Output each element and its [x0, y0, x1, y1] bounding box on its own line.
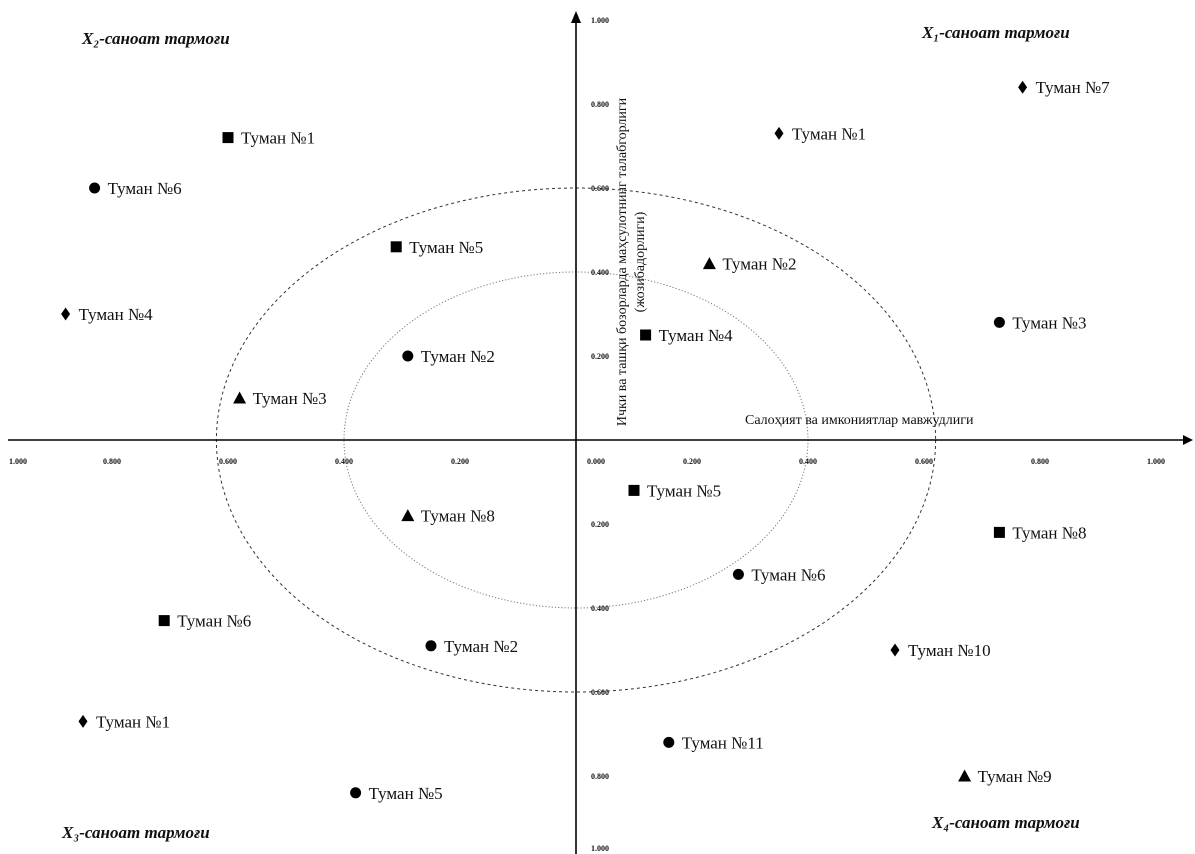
x-tick-label: 0.800 [103, 457, 121, 466]
data-point-label: Туман №4 [659, 326, 734, 345]
data-point-label: Туман №10 [908, 641, 991, 660]
ticks-layer: 1.000 0.800 0.600 0.400 0.200 0.000 0.200 0.400… [9, 16, 1165, 853]
data-point-diamond [78, 714, 88, 728]
data-point-circle [732, 568, 744, 580]
axes-layer [8, 11, 1193, 854]
data-point-label: Туман №8 [1012, 523, 1086, 542]
x-tick-label: 1.000 [9, 457, 27, 466]
data-point-circle [402, 350, 414, 362]
data-point-circle [663, 736, 675, 748]
data-point-label: Туман №6 [751, 565, 825, 584]
data-point-label: Туман №2 [444, 637, 518, 656]
data-point-label: Туман №9 [978, 767, 1052, 786]
data-point-square [993, 526, 1005, 538]
data-point-triangle [702, 257, 716, 270]
data-point-label: Туман №2 [722, 255, 796, 274]
data-point-label: Туман №8 [421, 507, 495, 526]
data-point-label: Туман №6 [177, 612, 251, 631]
data-point-square [222, 132, 234, 144]
quadrant-label-q4: X₄-саноат тармоғи [931, 813, 1080, 832]
data-point-label: Туман №5 [647, 481, 721, 500]
x-axis-arrow [1183, 435, 1193, 445]
quadrant-label-q3: X₃-саноат тармоғи [61, 823, 210, 842]
y-axis-arrow [571, 11, 581, 23]
data-point-square [390, 241, 402, 253]
data-point-label: Туман №4 [79, 305, 154, 324]
data-point-label: Туман №5 [409, 238, 483, 257]
y-tick-label: 1.000 [591, 844, 609, 853]
quadrant-label-q2: X₂-саноат тармоғи [81, 29, 230, 48]
quadrant-label-q1: X₁-саноат тармоғи [921, 23, 1070, 42]
data-point-label: Туман №1 [792, 124, 866, 143]
x-tick-label: 0.400 [335, 457, 353, 466]
data-point-square [640, 329, 652, 341]
x-axis-label: Салоҳият ва имкониятлар мавжудлиги [745, 413, 974, 428]
data-point-triangle [401, 509, 415, 522]
data-point-label: Туман №11 [682, 733, 764, 752]
y-tick-label: 0.200 [591, 520, 609, 529]
y-tick-label: 0.600 [591, 688, 609, 697]
y-tick-label: 0.200 [591, 352, 609, 361]
data-point-circle [993, 316, 1005, 328]
data-point-diamond [1018, 80, 1028, 94]
y-axis-label: Ички ва ташқи бозорларда маҳсулотнинг та… [615, 97, 648, 426]
data-point-circle [350, 787, 362, 799]
data-point-label: Туман №1 [241, 129, 315, 148]
x-tick-label: 0.800 [1031, 457, 1049, 466]
data-point-diamond [61, 307, 71, 321]
y-tick-label: 0.800 [591, 772, 609, 781]
data-point-label: Туман №2 [421, 347, 495, 366]
data-point-label: Туман №7 [1036, 78, 1111, 97]
x-tick-label: 1.000 [1147, 457, 1165, 466]
x-tick-label: 0.200 [683, 457, 701, 466]
data-point-triangle [958, 769, 972, 782]
data-point-square [158, 615, 170, 627]
x-tick-label: 0.400 [799, 457, 817, 466]
y-tick-label: 0.600 [591, 184, 609, 193]
x-tick-label: 0.600 [219, 457, 237, 466]
data-point-square [628, 484, 640, 496]
data-point-label: Туман №3 [1012, 313, 1086, 332]
data-point-label: Туман №6 [108, 179, 182, 198]
y-tick-label: 1.000 [591, 16, 609, 25]
y-tick-label: 0.800 [591, 100, 609, 109]
data-point-diamond [774, 126, 784, 140]
data-point-triangle [233, 391, 247, 404]
points-layer: Туман №1 Туман №7 Туман №2 Туман №4 Туман №3… [61, 78, 1110, 803]
y-tick-label: 0.400 [591, 604, 609, 613]
data-point-label: Туман №1 [96, 712, 170, 731]
data-point-circle [89, 182, 101, 194]
x-tick-label: 0.600 [915, 457, 933, 466]
x-tick-label: 0.000 [587, 457, 605, 466]
data-point-label: Туман №3 [253, 389, 327, 408]
y-tick-label: 0.400 [591, 268, 609, 277]
x-tick-label: 0.200 [451, 457, 469, 466]
data-point-diamond [890, 643, 900, 657]
data-point-label: Туман №5 [369, 784, 443, 803]
data-point-circle [425, 640, 437, 652]
